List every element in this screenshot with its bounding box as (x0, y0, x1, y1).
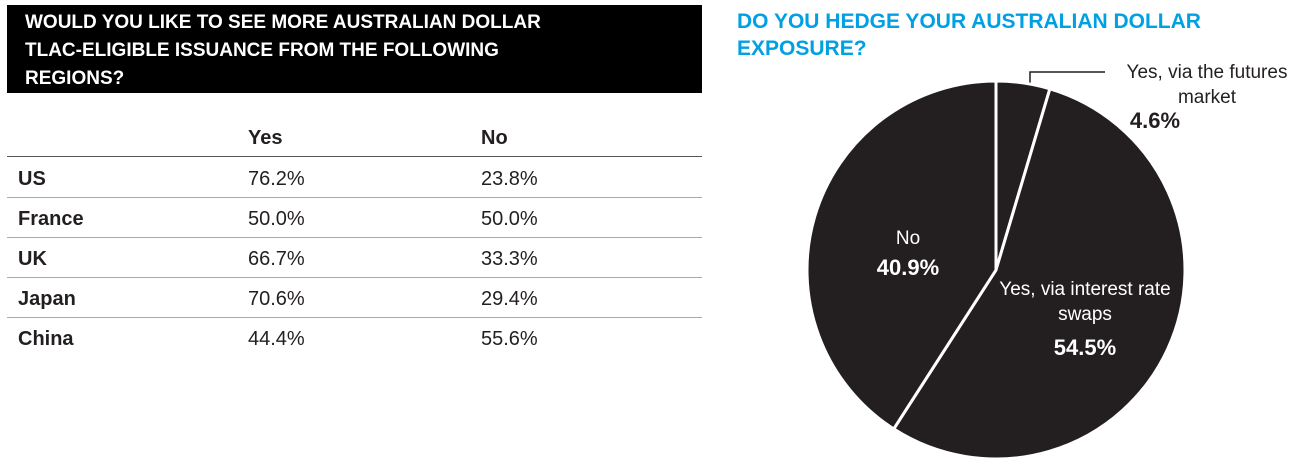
row-label: France (18, 208, 84, 230)
row-label: UK (18, 248, 47, 270)
chart-title: DO YOU HEDGE YOUR AUSTRALIAN DOLLAR EXPO… (737, 10, 1201, 60)
table-cell: 23.8% (481, 168, 538, 190)
table-cell: 50.0% (481, 208, 538, 230)
table-title: WOULD YOU LIKE TO SEE MORE AUSTRALIAN DO… (7, 5, 567, 93)
table-cell: 66.7% (248, 248, 305, 270)
row-rule (7, 317, 702, 318)
table-cell: 33.3% (481, 248, 538, 270)
row-rule (7, 277, 702, 278)
slice-label: No (895, 228, 921, 249)
slice-label: Yes, via interest rate swaps (999, 279, 1171, 325)
row-label: Japan (18, 288, 76, 310)
row-label: US (18, 168, 46, 190)
table-cell: 29.4% (481, 288, 538, 310)
column-header: Yes (248, 127, 283, 149)
row-rule (7, 237, 702, 238)
value-label: 40.9% (876, 255, 940, 280)
value-label: 54.5% (1053, 335, 1117, 360)
row-label: China (18, 328, 74, 350)
pie-slice (805, 79, 998, 432)
table-cell: 44.4% (248, 328, 305, 350)
pie-slice (891, 86, 1187, 461)
slice-label: Yes, via the futures market (1126, 62, 1288, 108)
table-cell: 76.2% (248, 168, 305, 190)
row-rule (7, 197, 702, 198)
table-cell: 50.0% (248, 208, 305, 230)
table-cell: 55.6% (481, 328, 538, 350)
table-cell: 70.6% (248, 288, 305, 310)
header-rule (7, 156, 702, 157)
value-label: 4.6% (1129, 108, 1181, 133)
column-header: No (481, 127, 508, 149)
